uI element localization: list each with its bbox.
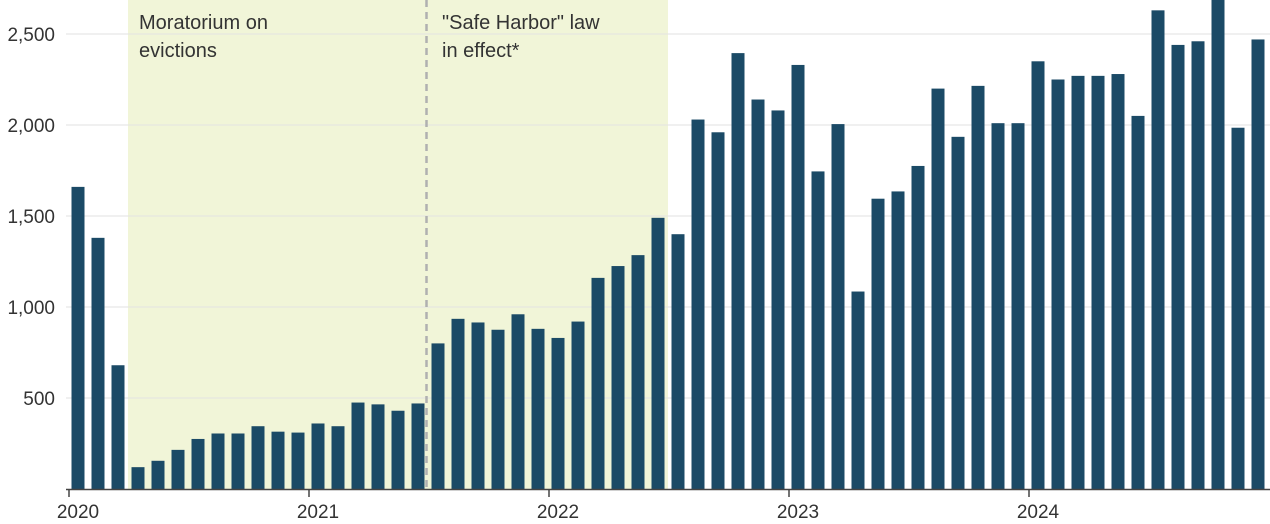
bar <box>611 266 625 489</box>
bar <box>71 186 85 489</box>
bar <box>811 171 825 489</box>
bar <box>551 337 565 489</box>
bar <box>731 53 745 490</box>
bar <box>91 237 105 489</box>
bar <box>451 318 465 489</box>
x-year-label: 2022 <box>537 502 579 523</box>
bar <box>1151 10 1165 490</box>
bar <box>711 132 725 489</box>
bar <box>871 198 885 489</box>
bar <box>111 365 125 489</box>
bar <box>1111 74 1125 489</box>
shaded-periods <box>128 0 668 489</box>
moratorium-annotation-line2: evictions <box>139 40 217 62</box>
bar <box>1011 123 1025 490</box>
bar <box>251 426 265 489</box>
bar <box>371 404 385 489</box>
y-tick-label: 1,000 <box>7 298 55 319</box>
bar <box>1131 115 1145 490</box>
bar <box>231 433 245 489</box>
y-tick-label: 1,500 <box>7 207 55 228</box>
moratorium-annotation-line1: Moratorium on <box>139 12 268 34</box>
bar <box>1231 127 1245 489</box>
bar <box>311 423 325 489</box>
bar <box>771 110 785 489</box>
bar <box>351 402 365 489</box>
axes <box>66 0 1270 497</box>
bar <box>851 291 865 489</box>
bar <box>751 99 765 490</box>
bar <box>191 438 205 489</box>
x-year-label: 2020 <box>57 502 99 523</box>
bar <box>651 217 665 489</box>
y-tick-label: 2,500 <box>7 25 55 46</box>
safe-harbor-shade <box>428 0 668 489</box>
bar <box>291 432 305 489</box>
bar <box>1191 41 1205 489</box>
bar <box>431 343 445 489</box>
bar <box>511 314 525 489</box>
gridlines <box>66 33 1270 399</box>
bar <box>471 322 485 489</box>
bar <box>131 467 145 489</box>
bar <box>531 328 545 489</box>
x-year-label: 2024 <box>1017 502 1060 523</box>
bar <box>151 460 165 489</box>
bar <box>591 277 605 489</box>
bar <box>951 136 965 489</box>
x-year-label: 2021 <box>297 502 339 523</box>
bar <box>211 433 225 489</box>
bar <box>971 85 985 490</box>
bar <box>891 191 905 489</box>
bars <box>71 0 1265 490</box>
bar <box>911 165 925 489</box>
y-tick-label: 2,000 <box>7 116 55 137</box>
bar <box>1211 0 1225 489</box>
bar <box>1071 75 1085 490</box>
bar <box>1031 61 1045 490</box>
bar <box>791 64 805 489</box>
bar <box>1251 39 1265 490</box>
bar <box>571 321 585 489</box>
bar <box>331 426 345 489</box>
bar <box>1091 75 1105 490</box>
safe-harbor-annotation-line2: in effect* <box>442 40 520 62</box>
bar <box>271 431 285 489</box>
bar <box>691 119 705 489</box>
bar <box>411 403 425 489</box>
bar <box>991 123 1005 490</box>
bar <box>671 234 685 489</box>
bar <box>931 88 945 489</box>
bar <box>1051 79 1065 489</box>
y-tick-label: 500 <box>23 389 55 410</box>
bar <box>1171 44 1185 490</box>
safe-harbor-annotation-line1: "Safe Harbor" law <box>442 12 600 34</box>
bar <box>391 410 405 489</box>
bar <box>491 329 505 489</box>
bar <box>831 124 845 489</box>
bar <box>171 449 185 489</box>
bar <box>631 255 645 489</box>
x-year-label: 2023 <box>777 502 819 523</box>
